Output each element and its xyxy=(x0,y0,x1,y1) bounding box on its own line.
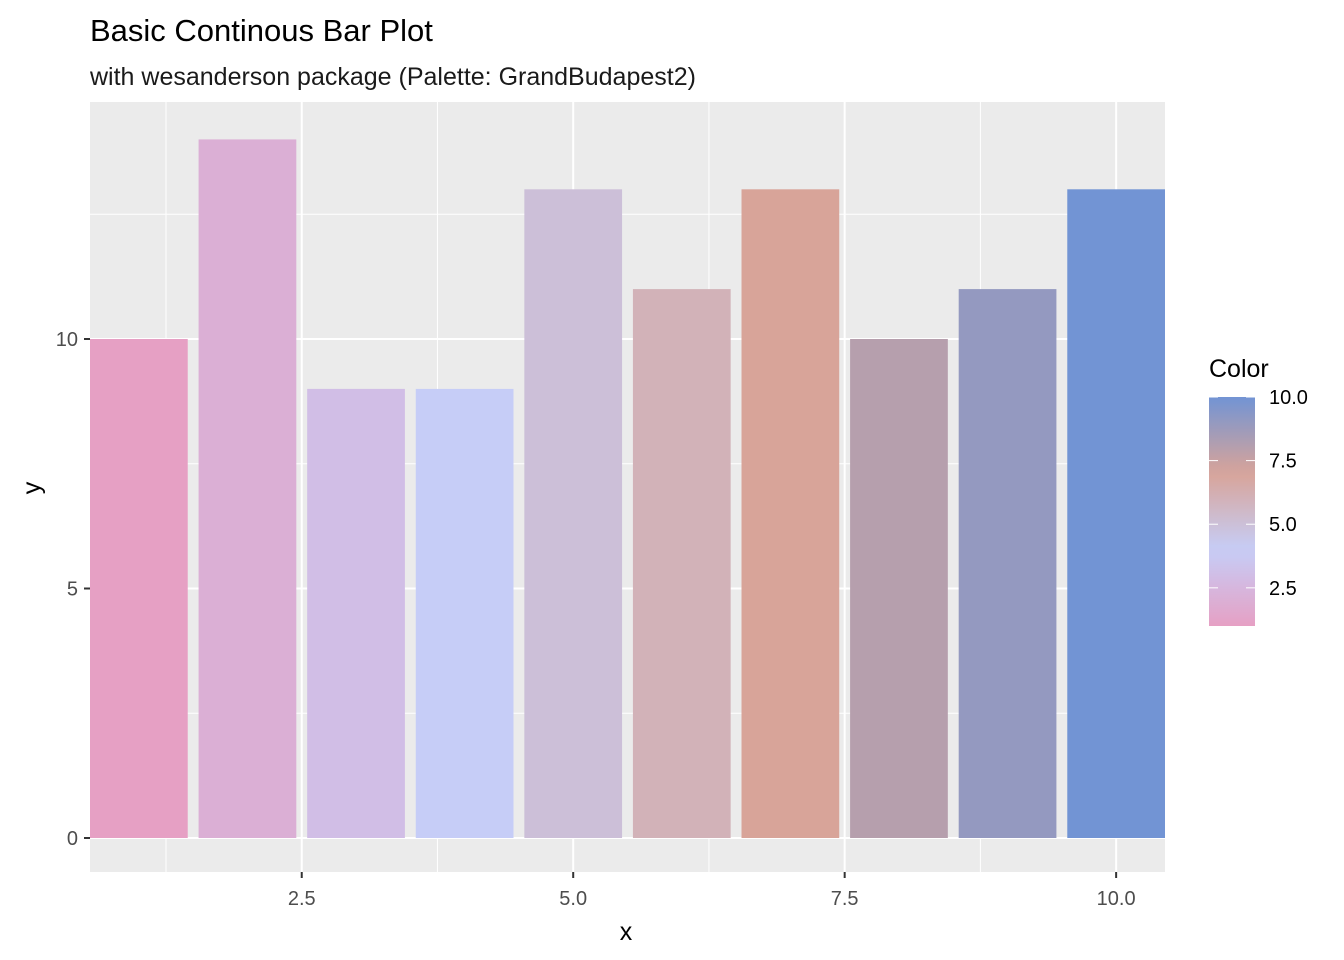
bar xyxy=(415,388,514,838)
y-tick-label: 5 xyxy=(67,579,78,601)
bar xyxy=(741,189,840,839)
bar xyxy=(524,189,623,839)
x-tick-label: 2.5 xyxy=(288,888,316,910)
y-tick-label: 10 xyxy=(56,329,78,351)
legend-title: Color xyxy=(1209,355,1269,383)
color-legend: Color 2.5 5.0 7.5 10.0 xyxy=(1209,355,1308,626)
bar xyxy=(632,289,731,839)
bar xyxy=(90,339,188,838)
x-axis-title: x xyxy=(620,918,633,946)
legend-tick-label: 7.5 xyxy=(1269,451,1297,473)
x-tick-label: 5.0 xyxy=(559,888,587,910)
bar xyxy=(958,289,1057,839)
x-tick-label: 7.5 xyxy=(831,888,859,910)
bar xyxy=(198,139,297,838)
legend-tick-label: 2.5 xyxy=(1269,578,1297,600)
legend-tick-label: 10.0 xyxy=(1269,387,1308,409)
legend-colorbar xyxy=(1209,397,1255,626)
y-tick-label: 0 xyxy=(67,828,78,850)
bar xyxy=(850,339,948,838)
legend-tick-label: 5.0 xyxy=(1269,514,1297,536)
bars xyxy=(90,139,1165,839)
bar xyxy=(307,388,405,838)
chart-title: Basic Continous Bar Plot xyxy=(90,13,433,48)
chart-subtitle: with wesanderson package (Palette: Grand… xyxy=(89,63,696,91)
bar xyxy=(1067,189,1165,839)
x-tick-label: 10.0 xyxy=(1097,888,1136,910)
x-axis: 2.5 5.0 7.5 10.0 xyxy=(288,872,1136,910)
legend-ticks: 2.5 5.0 7.5 10.0 xyxy=(1209,387,1308,600)
y-axis-title: y xyxy=(18,481,46,494)
y-axis: 0 5 10 xyxy=(56,329,90,850)
